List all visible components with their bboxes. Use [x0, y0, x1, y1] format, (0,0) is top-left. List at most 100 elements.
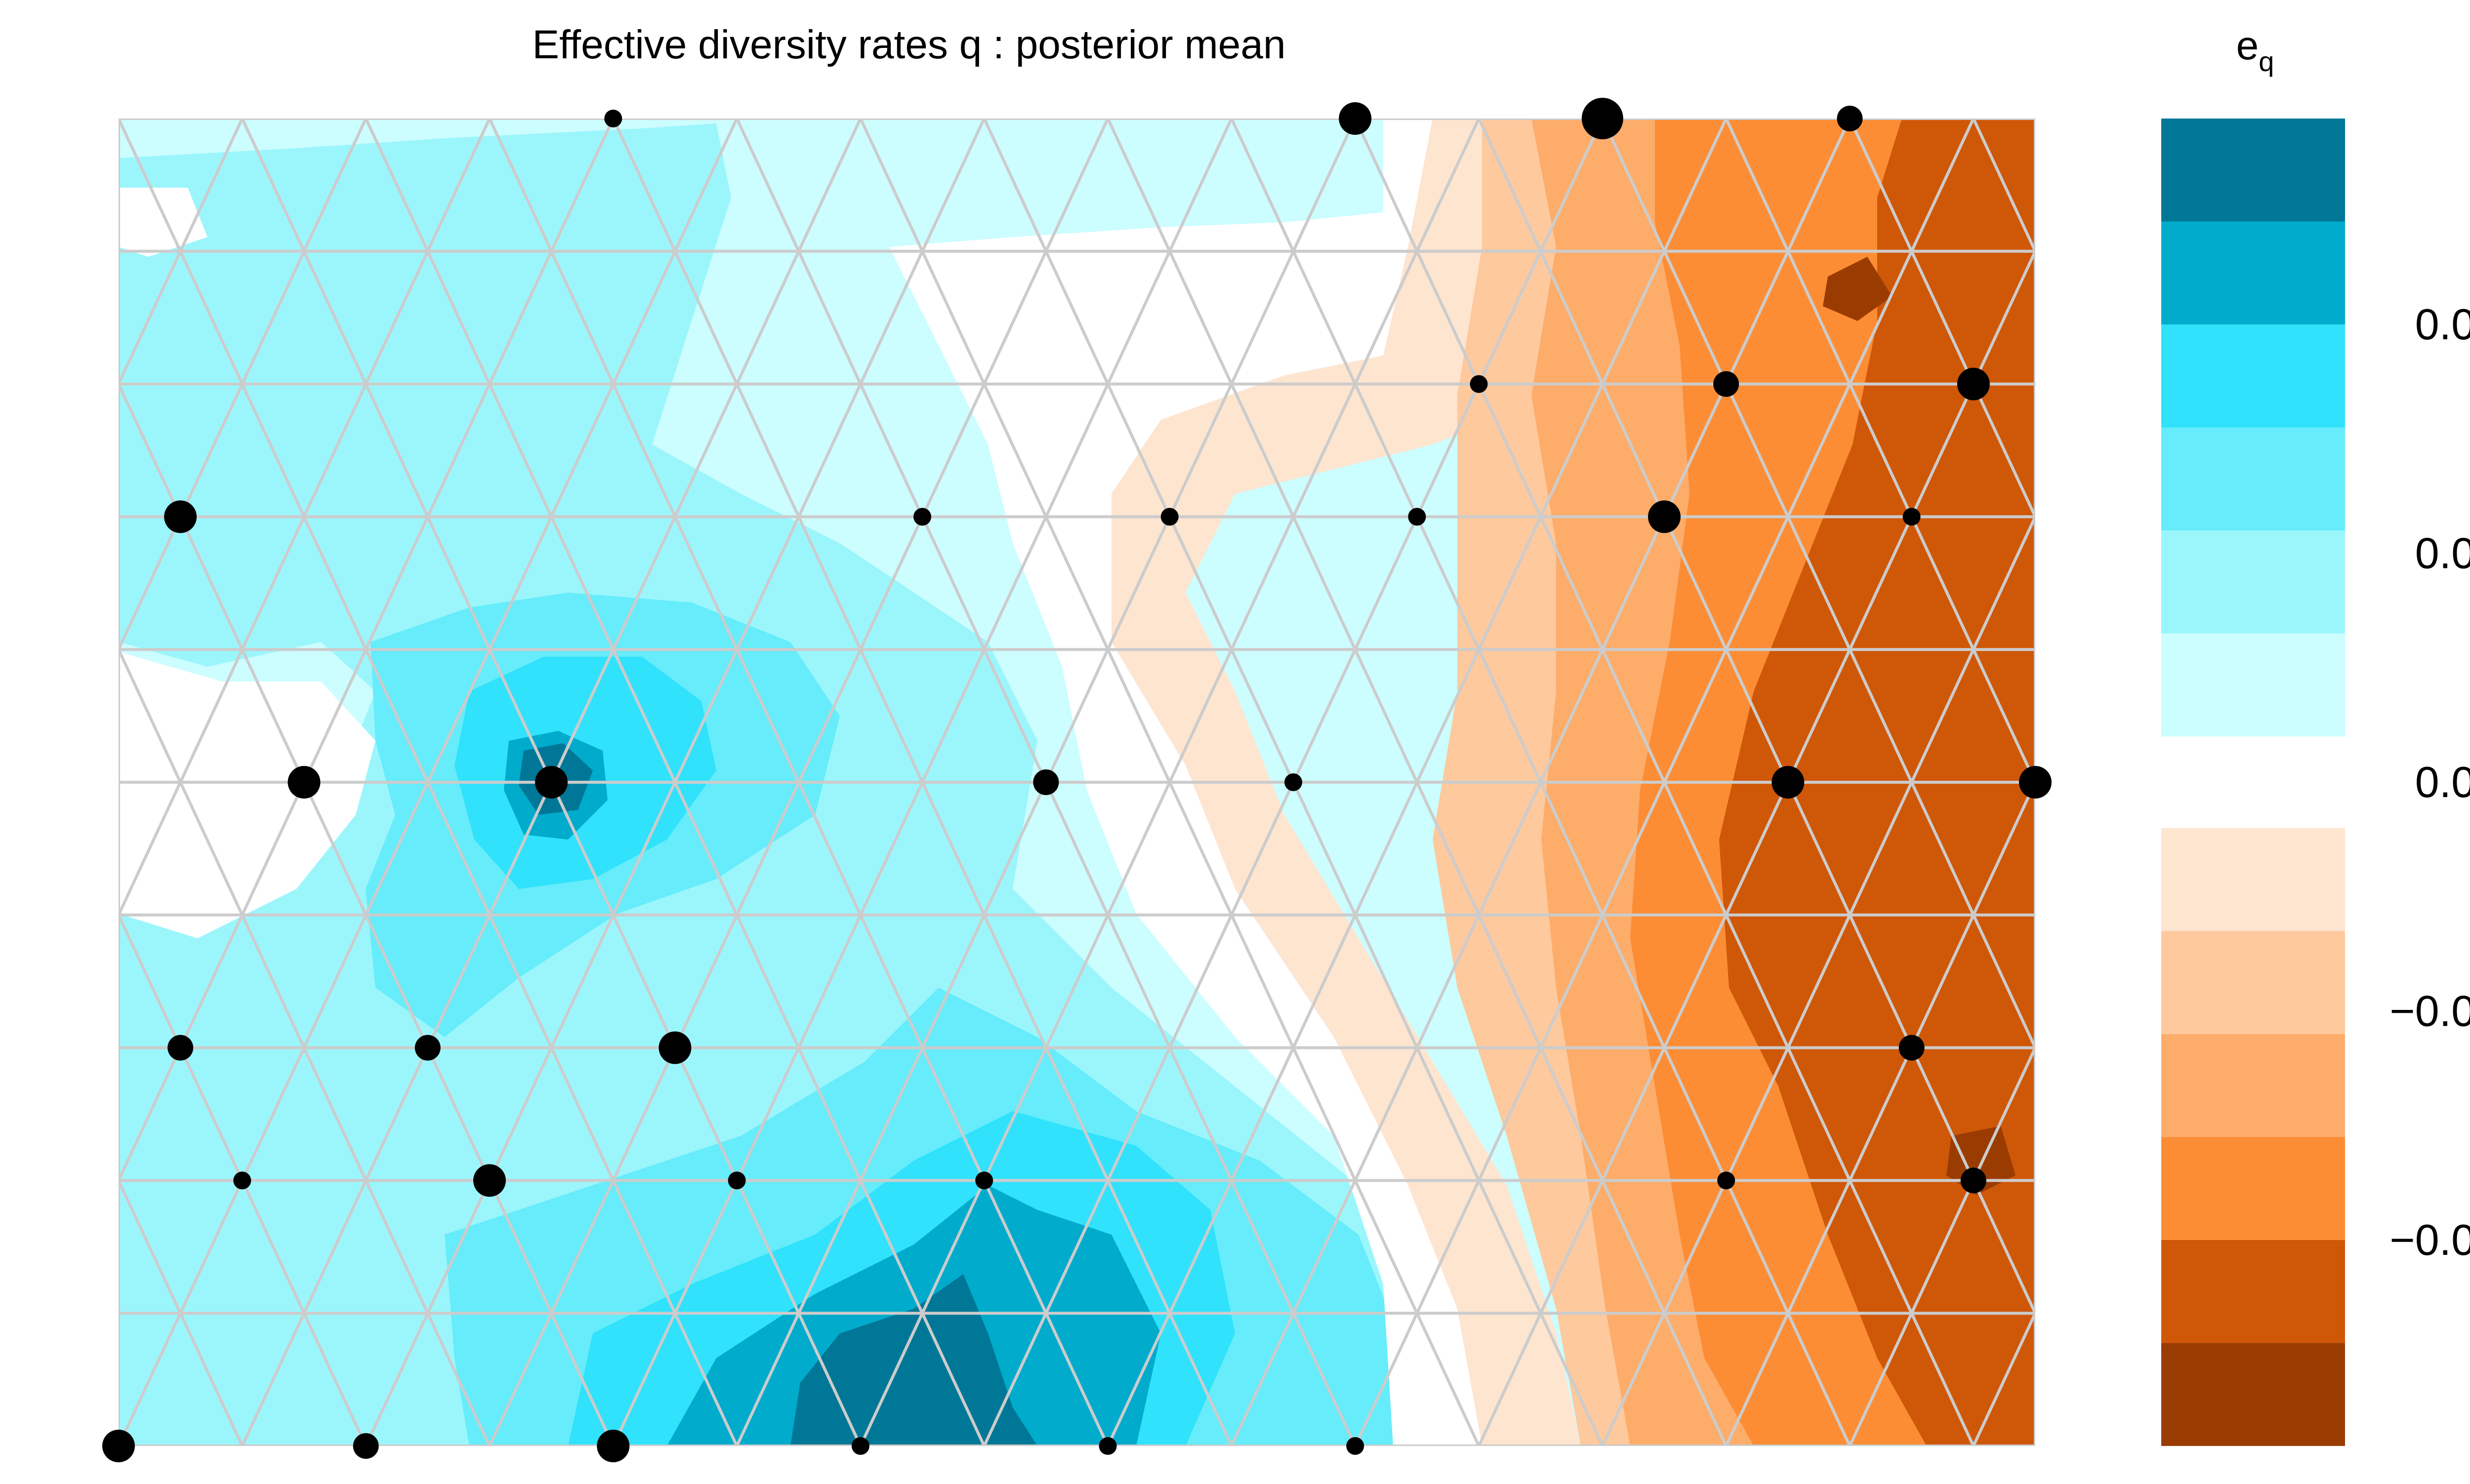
grid-line-diagonal	[735, 914, 800, 1048]
grid-line-diagonal	[1044, 250, 1110, 385]
legend-bin	[2161, 1343, 2345, 1446]
grid-line-diagonal	[735, 781, 800, 916]
grid-line-diagonal	[1106, 1180, 1171, 1314]
grid-line-diagonal	[983, 250, 1048, 385]
grid-line-diagonal	[1910, 119, 1975, 252]
grid-line-diagonal	[364, 781, 429, 916]
grid-line-diagonal	[1972, 1180, 2035, 1314]
grid-line-diagonal	[1786, 781, 1852, 916]
grid-line-diagonal	[1972, 781, 2035, 916]
grid-line-diagonal	[1230, 1047, 1295, 1181]
grid-line-diagonal	[1725, 1180, 1790, 1314]
grid-line-diagonal	[859, 250, 924, 385]
grid-line-diagonal	[1663, 516, 1728, 650]
grid-line-diagonal	[1786, 1047, 1852, 1181]
grid-line-diagonal	[1539, 383, 1604, 518]
sample-points	[102, 98, 2052, 1462]
grid-line-diagonal	[119, 1180, 182, 1314]
grid-line-diagonal	[1601, 1047, 1666, 1181]
grid-line-diagonal	[1354, 250, 1419, 385]
grid-line-diagonal	[673, 1312, 739, 1446]
grid-line-diagonal	[983, 1047, 1048, 1181]
legend-tick-label: −0.04	[2389, 1215, 2470, 1264]
grid-line-diagonal	[612, 648, 677, 783]
grid-line-diagonal	[426, 250, 491, 385]
grid-line-diagonal	[1168, 1047, 1233, 1181]
legend-title-base: e	[2236, 23, 2259, 68]
grid-line-diagonal	[426, 119, 491, 252]
sample-point	[1957, 367, 1990, 401]
grid-line-diagonal	[859, 1180, 924, 1314]
grid-line-diagonal	[364, 648, 429, 783]
grid-line-diagonal	[119, 648, 182, 783]
grid-line-diagonal	[119, 914, 182, 1048]
grid-line-diagonal	[921, 648, 986, 783]
grid-line-diagonal	[797, 781, 862, 916]
grid-line-diagonal	[1725, 1312, 1790, 1446]
grid-line-diagonal	[797, 914, 862, 1048]
grid-line-diagonal	[1725, 516, 1790, 650]
grid-line-diagonal	[1848, 1047, 1913, 1181]
grid-line-diagonal	[1044, 1180, 1110, 1314]
grid-line-diagonal	[735, 516, 800, 650]
sample-point	[1284, 773, 1303, 791]
grid-line-diagonal	[1786, 1180, 1852, 1314]
legend-bin	[2161, 427, 2345, 531]
grid-line-diagonal	[1848, 516, 1913, 650]
grid-line-diagonal	[921, 1180, 986, 1314]
grid-line-diagonal	[1663, 1312, 1728, 1446]
legend-bin	[2161, 633, 2345, 737]
grid-line-diagonal	[364, 1180, 429, 1314]
grid-line-diagonal	[1106, 383, 1171, 518]
grid-line-diagonal	[1972, 914, 2035, 1048]
grid-line-diagonal	[241, 383, 306, 518]
grid-line-diagonal	[673, 119, 739, 252]
legend-tick-label: 0.04	[2415, 300, 2470, 349]
sample-point	[1837, 106, 1863, 131]
sample-point	[913, 508, 932, 526]
contour-band-zero-left	[119, 652, 375, 938]
grid-line-diagonal	[1725, 250, 1790, 385]
grid-line-diagonal	[1539, 516, 1604, 650]
grid-line-diagonal	[1168, 119, 1233, 252]
grid-line-diagonal	[1106, 914, 1171, 1048]
sample-point	[1346, 1437, 1364, 1455]
grid-line-diagonal	[859, 516, 924, 650]
grid-line-diagonal	[983, 1180, 1048, 1314]
sample-point	[1470, 375, 1488, 393]
legend-bin	[2161, 324, 2345, 428]
sample-point	[233, 1171, 251, 1190]
grid-line-diagonal	[364, 1312, 429, 1446]
grid-line-diagonal	[1539, 119, 1604, 252]
grid-line-diagonal	[1106, 648, 1171, 783]
grid-line-diagonal	[1292, 250, 1357, 385]
grid-line-diagonal	[1044, 648, 1110, 783]
grid-line-diagonal	[735, 1312, 800, 1446]
grid-line-diagonal	[983, 648, 1048, 783]
grid-line-diagonal	[488, 1047, 553, 1181]
grid-line-diagonal	[302, 119, 368, 252]
grid-line-diagonal	[1972, 648, 2035, 783]
sample-point	[728, 1171, 746, 1190]
grid-line-diagonal	[1415, 914, 1481, 1048]
grid-line-diagonal	[1848, 383, 1913, 518]
grid-line-diagonal	[1044, 516, 1110, 650]
grid-line-diagonal	[1415, 516, 1481, 650]
grid-line-diagonal	[859, 1312, 924, 1446]
grid-line-diagonal	[550, 516, 615, 650]
sample-point	[1771, 766, 1805, 799]
grid-line-diagonal	[550, 1312, 615, 1446]
grid-line-diagonal	[859, 119, 924, 252]
sample-point	[597, 1430, 630, 1462]
sample-point	[975, 1171, 993, 1190]
grid-line-diagonal	[921, 781, 986, 916]
grid-line-diagonal	[179, 1180, 244, 1314]
grid-line-diagonal	[1601, 1312, 1666, 1446]
grid-line-diagonal	[488, 1180, 553, 1314]
grid-line-diagonal	[1601, 383, 1666, 518]
grid-line-diagonal	[1601, 516, 1666, 650]
grid-line-diagonal	[1230, 1180, 1295, 1314]
grid-line-diagonal	[302, 516, 368, 650]
grid-line-diagonal	[921, 516, 986, 650]
